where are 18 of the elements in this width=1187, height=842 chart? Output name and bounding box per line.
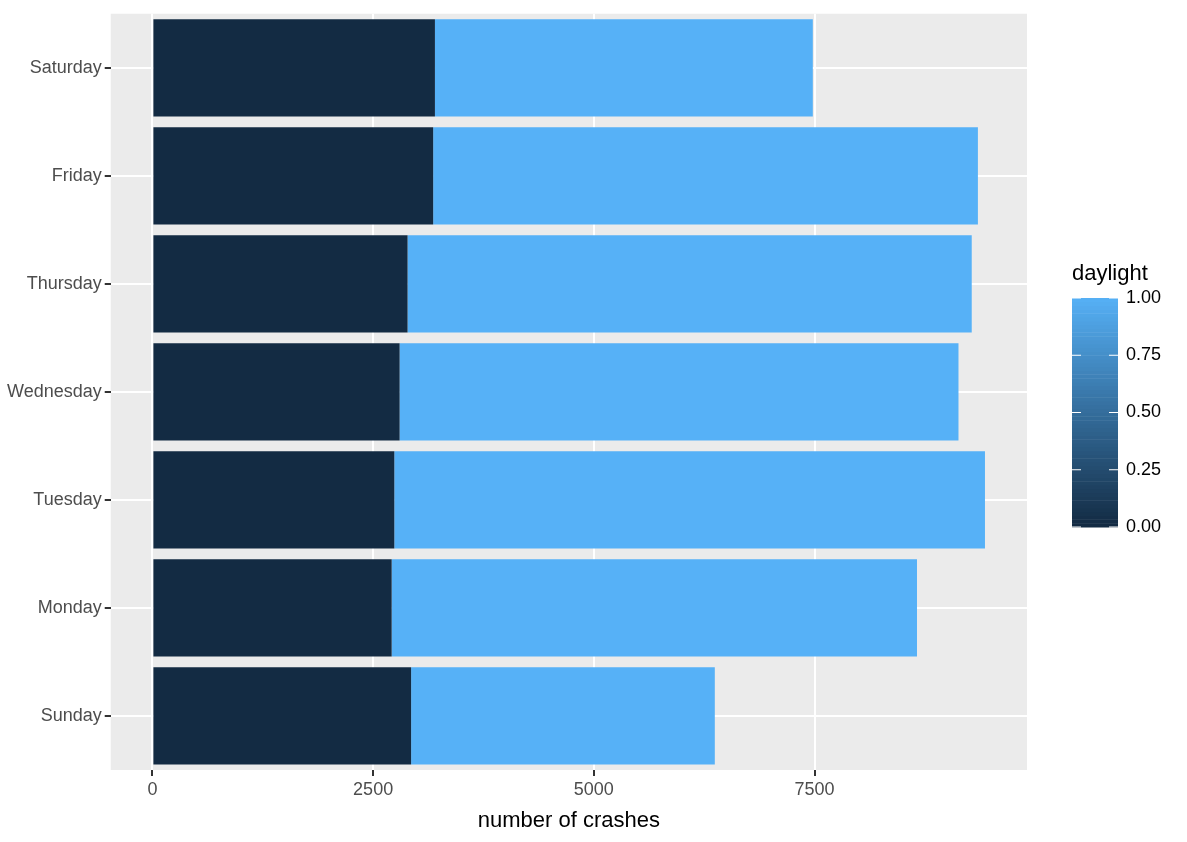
x-tick-label: 7500	[794, 778, 835, 799]
y-tick-label: Friday	[51, 164, 102, 185]
color-bar-label: 1.00	[1126, 286, 1162, 307]
x-tick-label: 5000	[573, 778, 614, 799]
y-tick-label: Wednesday	[6, 380, 102, 401]
color-bar-label: 0.75	[1126, 344, 1162, 365]
color-bar-label: 0.25	[1126, 458, 1162, 479]
y-tick-label: Thursday	[26, 272, 102, 293]
y-tick-label: Saturday	[29, 56, 102, 77]
y-tick-label: Sunday	[40, 704, 102, 725]
y-tick-label: Monday	[37, 596, 102, 617]
x-tick-label: 2500	[353, 778, 394, 799]
x-axis-title: number of crashes	[477, 806, 660, 832]
color-bar-label: 0.00	[1126, 515, 1162, 536]
x-tick-label: 0	[147, 778, 158, 799]
color-bar-label: 0.50	[1126, 401, 1162, 422]
color-bar-title: daylight	[1072, 260, 1148, 285]
y-tick-label: Tuesday	[33, 488, 102, 509]
